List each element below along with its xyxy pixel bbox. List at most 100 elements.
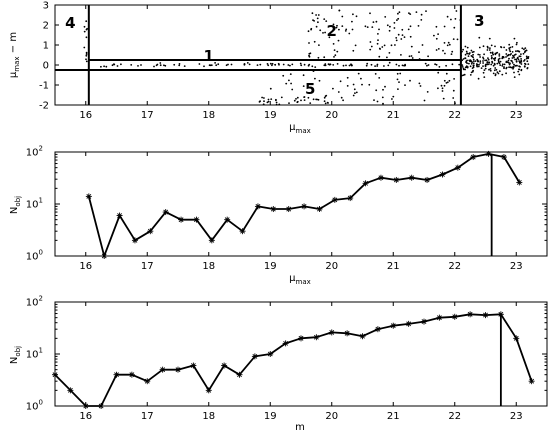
scatter-point <box>498 55 501 57</box>
scatter-point <box>376 65 379 67</box>
x-tick-label: 20 <box>325 261 338 272</box>
scatter-point <box>443 25 446 28</box>
scatter-point <box>256 64 259 66</box>
scatter-point <box>434 63 436 66</box>
scatter-point <box>384 85 386 88</box>
scatter-point <box>443 42 446 44</box>
scatter-point <box>505 72 507 75</box>
scatter-point <box>387 64 390 67</box>
scatter-point <box>153 65 155 68</box>
scatter-point <box>291 88 294 91</box>
scatter-point <box>246 62 249 64</box>
scatter-point <box>374 65 376 67</box>
scatter-point <box>86 27 88 30</box>
scatter-point <box>178 63 181 65</box>
scatter-point <box>354 92 356 94</box>
scatter-point <box>438 66 441 68</box>
scatter-point <box>103 65 105 68</box>
data-point-marker <box>147 228 154 235</box>
scatter-point <box>345 64 347 67</box>
scatter-point <box>111 64 114 67</box>
scatter-point <box>313 40 316 43</box>
scatter-point <box>355 91 358 94</box>
scatter-point <box>471 51 474 54</box>
scatter-point <box>493 63 496 66</box>
scatter-point <box>489 51 492 54</box>
scatter-point <box>498 70 501 73</box>
data-point-marker <box>159 366 166 373</box>
scatter-point <box>318 79 321 82</box>
scatter-point <box>163 64 165 67</box>
scatter-point <box>486 49 489 51</box>
data-point-marker <box>408 174 415 181</box>
scatter-point <box>515 60 518 63</box>
scatter-point <box>338 9 341 12</box>
scatter-point <box>375 89 378 92</box>
scatter-point <box>462 48 464 51</box>
x-tick-label: 19 <box>264 411 277 422</box>
scatter-point <box>85 54 88 57</box>
scatter-point <box>275 99 277 102</box>
data-point-marker <box>331 196 338 203</box>
scatter-point <box>381 46 384 48</box>
scatter-point <box>85 36 88 39</box>
scatter-point <box>399 72 402 75</box>
scatter-point <box>465 65 468 68</box>
data-point-marker <box>439 171 446 178</box>
data-point-marker <box>162 209 169 216</box>
data-point-marker <box>82 403 89 409</box>
scatter-point <box>466 46 469 49</box>
scatter-point <box>507 59 510 62</box>
scatter-point <box>480 67 483 69</box>
x-axis-label: μmax <box>289 122 311 135</box>
scatter-point <box>472 64 475 67</box>
scatter-point <box>303 99 306 101</box>
scatter-point <box>381 96 384 99</box>
x-tick-label: 18 <box>202 261 215 272</box>
scatter-point <box>376 63 379 66</box>
scatter-point <box>85 20 88 23</box>
scatter-point <box>317 98 320 101</box>
scatter-point <box>336 63 339 65</box>
scatter-point <box>85 53 88 55</box>
x-axis-label: μmax <box>289 273 311 286</box>
y-tick-label: 1 <box>43 41 49 52</box>
scatter-point <box>452 89 455 92</box>
scatter-point <box>214 62 217 64</box>
y-axis-label: Nobj <box>9 196 22 214</box>
scatter-point <box>514 65 517 67</box>
scatter-point <box>388 52 391 54</box>
scatter-point <box>351 28 354 31</box>
scatter-point <box>324 63 327 65</box>
scatter-point <box>289 73 292 75</box>
scatter-point <box>409 25 412 28</box>
data-point-marker <box>454 164 461 171</box>
scatter-point <box>472 60 475 62</box>
scatter-point <box>389 25 391 28</box>
scatter-point <box>299 62 302 65</box>
data-point-marker <box>251 353 258 360</box>
scatter-point <box>527 57 530 60</box>
scatter-point <box>506 61 509 63</box>
scatter-point <box>373 99 375 101</box>
scatter-point <box>427 55 429 58</box>
scatter-point <box>518 55 521 58</box>
scatter-point <box>518 60 521 62</box>
scatter-point <box>317 14 320 16</box>
scatter-point <box>505 49 508 51</box>
scatter-point <box>411 57 414 59</box>
scatter-point <box>508 66 510 69</box>
scatter-point <box>397 12 399 15</box>
scatter-point <box>520 68 523 71</box>
scatter-point <box>311 12 314 15</box>
data-point-marker <box>298 335 304 342</box>
scatter-point <box>267 100 270 103</box>
scatter-point <box>508 57 510 60</box>
scatter-point <box>278 103 281 106</box>
scatter-point <box>447 41 450 44</box>
scatter-point <box>505 56 507 58</box>
scatter-point <box>164 64 167 67</box>
scatter-point <box>458 63 461 66</box>
scatter-point <box>513 37 516 40</box>
